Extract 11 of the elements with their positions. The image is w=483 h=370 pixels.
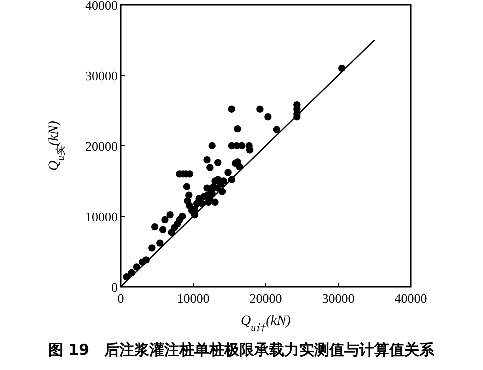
caption: 图 19 后注浆灌注桩单桩极限承载力实测值与计算值关系 — [48, 341, 436, 359]
y-tick-label: 20000 — [86, 139, 118, 154]
x-tick-label: 30000 — [322, 291, 355, 306]
y-tick-label: 40000 — [86, 0, 118, 13]
x-tick-label: 20000 — [250, 291, 282, 306]
y-tick-label: 0 — [112, 280, 118, 295]
x-axis-title: Q$_{u计}$(kN) — [241, 314, 292, 334]
y-tick-label: 30000 — [86, 68, 118, 84]
y-tick-label: 10000 — [86, 210, 118, 224]
x-tick-label: 40000 — [394, 291, 428, 306]
x-tick-label: 10000 — [177, 291, 210, 306]
